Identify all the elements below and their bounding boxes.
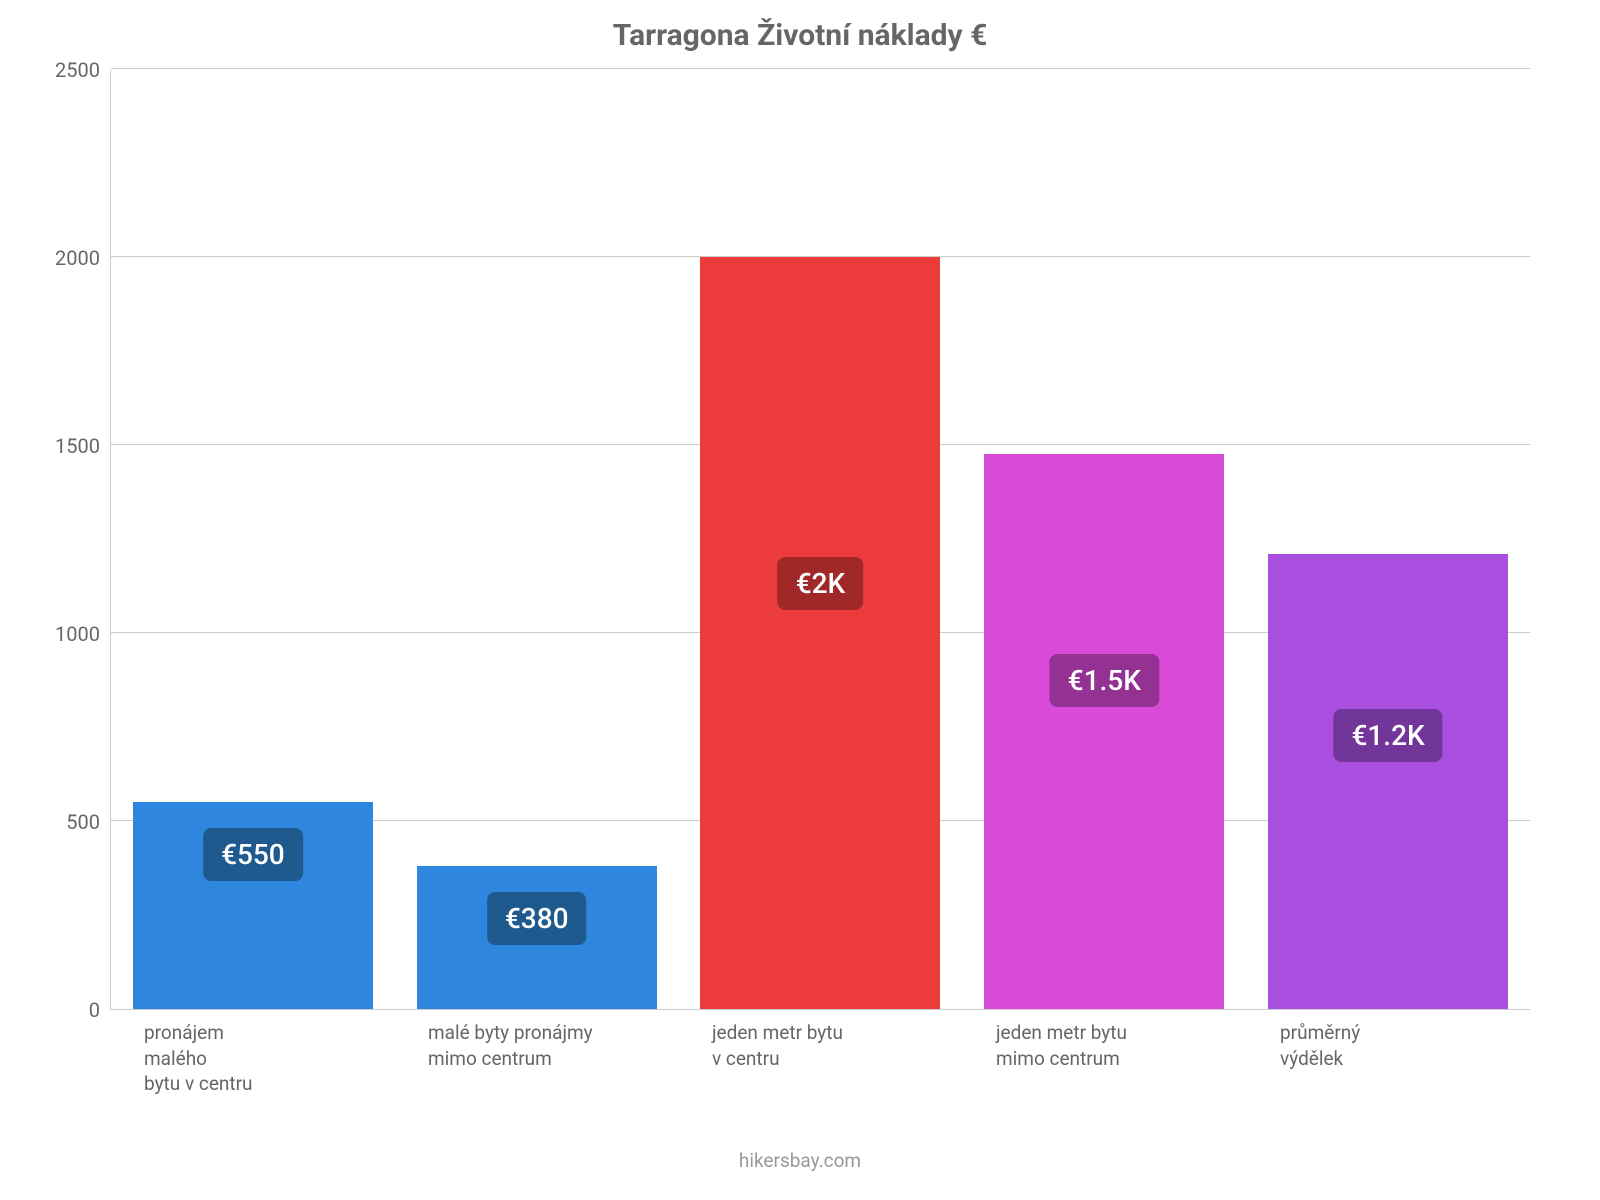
y-tick-500: 500 xyxy=(30,810,100,834)
gridline xyxy=(111,68,1530,69)
x-axis-label: pronájemmaléhobytu v centru xyxy=(132,1020,372,1097)
bar-slot: €1.5K xyxy=(984,70,1224,1009)
y-tick-0: 0 xyxy=(30,998,100,1022)
bar: €2K xyxy=(700,257,940,1009)
x-axis-label: průměrnývýdělek xyxy=(1268,1020,1508,1097)
bar: €1.2K xyxy=(1268,554,1508,1009)
value-badge: €1.5K xyxy=(1050,654,1159,707)
y-tick-2500: 2500 xyxy=(30,58,100,82)
bars-row: €550 €380 €2K €1.5K €1.2K xyxy=(111,70,1530,1009)
y-tick-1500: 1500 xyxy=(30,434,100,458)
y-tick-2000: 2000 xyxy=(30,246,100,270)
chart-container: Tarragona Životní náklady € 0 500 1000 1… xyxy=(0,0,1600,1200)
bar-slot: €380 xyxy=(417,70,657,1009)
bar-slot: €550 xyxy=(133,70,373,1009)
bar: €380 xyxy=(417,866,657,1009)
bar-slot: €2K xyxy=(700,70,940,1009)
bar-slot: €1.2K xyxy=(1268,70,1508,1009)
x-labels-row: pronájemmaléhobytu v centru malé byty pro… xyxy=(110,1020,1530,1097)
bar: €1.5K xyxy=(984,454,1224,1009)
y-tick-1000: 1000 xyxy=(30,622,100,646)
bar: €550 xyxy=(133,802,373,1009)
x-axis-label: malé byty pronájmymimo centrum xyxy=(416,1020,656,1097)
plot-area: €550 €380 €2K €1.5K €1.2K xyxy=(110,70,1530,1010)
value-badge: €1.2K xyxy=(1333,709,1442,762)
value-badge: €380 xyxy=(487,892,587,945)
value-badge: €550 xyxy=(203,828,303,881)
footer-attribution: hikersbay.com xyxy=(0,1149,1600,1172)
x-axis-label: jeden metr bytuv centru xyxy=(700,1020,940,1097)
x-axis-label: jeden metr bytumimo centrum xyxy=(984,1020,1224,1097)
chart-title: Tarragona Životní náklady € xyxy=(0,18,1600,53)
value-badge: €2K xyxy=(778,557,864,610)
